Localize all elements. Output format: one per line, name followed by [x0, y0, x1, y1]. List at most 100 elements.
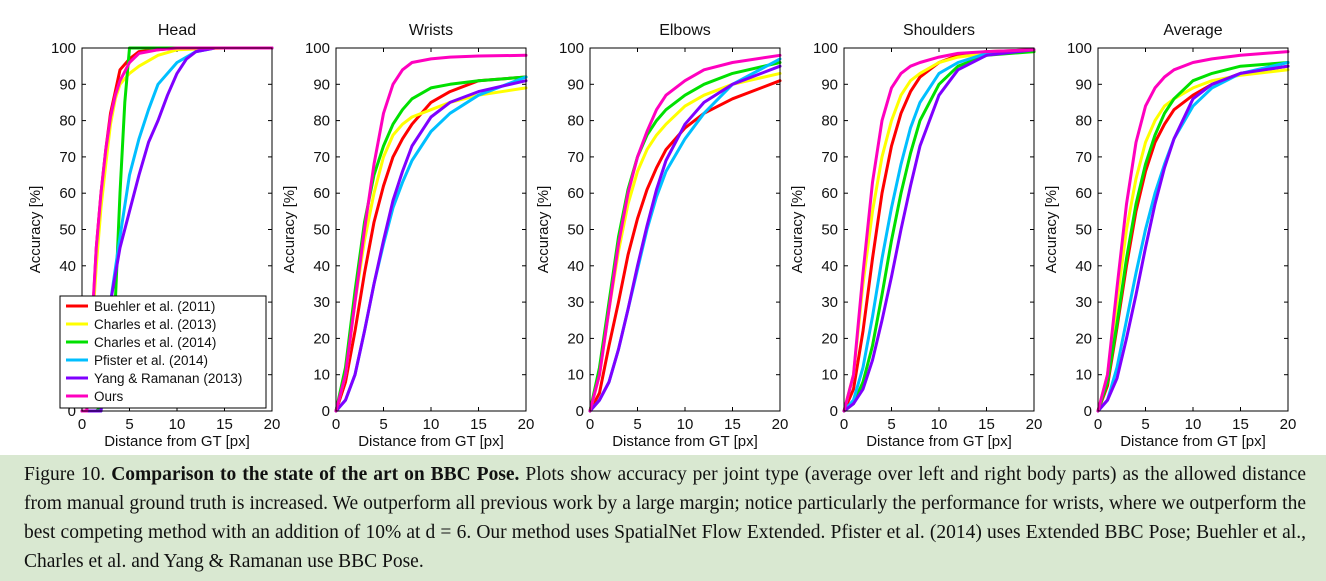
y-tick-label: 0: [1084, 403, 1092, 420]
y-tick-label: 10: [313, 367, 330, 384]
legend-label: Buehler et al. (2011): [94, 299, 215, 314]
series-line-4: [842, 48, 1036, 413]
x-tick-label: 15: [724, 416, 741, 433]
y-tick-label: 90: [821, 76, 838, 93]
plot-frame: [589, 47, 781, 412]
y-tick-label: 0: [830, 403, 838, 420]
caption-body: Plots show accuracy per joint type (aver…: [24, 464, 1306, 572]
series-line-5: [588, 64, 782, 413]
series-line-5: [1096, 64, 1290, 413]
x-tick-label: 5: [125, 416, 133, 433]
y-tick-label: 100: [813, 40, 838, 57]
x-tick-label: 0: [840, 416, 848, 433]
y-tick-label: 0: [68, 403, 76, 420]
y-tick-label: 20: [821, 330, 838, 347]
series-line-6: [334, 53, 528, 413]
y-tick-label: 40: [821, 258, 838, 275]
plot-frame: [81, 47, 273, 412]
chart-title: Average: [1163, 22, 1222, 39]
x-tick-label: 0: [1094, 416, 1102, 433]
legend-label: Yang & Ramanan (2013): [94, 371, 242, 386]
y-tick-label: 10: [567, 367, 584, 384]
series-line-6: [1096, 50, 1290, 413]
x-tick-label: 20: [772, 416, 789, 433]
legend-label: Charles et al. (2014): [94, 335, 216, 350]
x-tick-label: 20: [1026, 416, 1043, 433]
legend-label: Pfister et al. (2014): [94, 353, 208, 368]
y-tick-label: 30: [1075, 294, 1092, 311]
y-tick-label: 10: [1075, 367, 1092, 384]
y-tick-label: 70: [313, 149, 330, 166]
x-tick-label: 0: [332, 416, 340, 433]
x-tick-label: 10: [931, 416, 948, 433]
caption-bold: Comparison to the state of the art on BB…: [111, 464, 520, 485]
y-tick-label: 0: [576, 403, 584, 420]
y-tick-label: 20: [313, 330, 330, 347]
x-tick-label: 15: [216, 416, 233, 433]
y-tick-label: 60: [59, 185, 76, 202]
chart-title: Head: [158, 22, 196, 39]
chart-title: Shoulders: [903, 22, 975, 39]
x-axis-label: Distance from GT [px]: [866, 433, 1012, 450]
y-tick-label: 80: [59, 113, 76, 130]
legend-label: Ours: [94, 389, 124, 404]
y-tick-label: 50: [567, 222, 584, 239]
x-tick-label: 5: [379, 416, 387, 433]
y-tick-label: 80: [567, 113, 584, 130]
x-tick-label: 15: [1232, 416, 1249, 433]
series-line-2: [1096, 68, 1290, 413]
y-tick-label: 100: [559, 40, 584, 57]
x-tick-label: 5: [887, 416, 895, 433]
charts-svg: Head010203040506070809010005101520Distan…: [27, 22, 1296, 450]
x-axis-label: Distance from GT [px]: [358, 433, 504, 450]
x-tick-label: 5: [1141, 416, 1149, 433]
y-axis-label: Accuracy [%]: [789, 186, 806, 274]
y-axis-label: Accuracy [%]: [535, 186, 552, 274]
series-line-1: [334, 75, 528, 413]
x-tick-label: 10: [423, 416, 440, 433]
x-tick-label: 5: [633, 416, 641, 433]
plot-frame: [335, 47, 527, 412]
x-tick-label: 0: [586, 416, 594, 433]
x-tick-label: 15: [978, 416, 995, 433]
legend: Buehler et al. (2011) Charles et al. (201…: [59, 295, 267, 409]
figure-caption: Figure 10. Comparison to the state of th…: [24, 460, 1306, 576]
y-tick-label: 80: [821, 113, 838, 130]
y-tick-label: 70: [567, 149, 584, 166]
series-line-3: [842, 50, 1036, 413]
y-tick-label: 30: [313, 294, 330, 311]
figure-panel: Head010203040506070809010005101520Distan…: [0, 0, 1326, 455]
y-tick-label: 100: [51, 40, 76, 57]
chart-shoulders: Shoulders 0 10 20 30 40 50 60 70 80 90 100 0 5 10 15 20 D…: [789, 22, 1042, 450]
y-tick-label: 40: [567, 258, 584, 275]
plot-frame: [843, 47, 1035, 412]
series-line-6: [588, 53, 782, 413]
x-axis-label: Distance from GT [px]: [1120, 433, 1266, 450]
y-tick-label: 10: [821, 367, 838, 384]
chart-head: Head010203040506070809010005101520Distan…: [27, 22, 280, 450]
y-tick-label: 50: [313, 222, 330, 239]
chart-wrists: Wrists 0 10 20 30 40 50 60 70 80 90 100 0 5 10 15 20 Dist…: [281, 22, 534, 450]
series-line-6: [842, 48, 1036, 413]
y-tick-label: 0: [322, 403, 330, 420]
y-tick-label: 90: [1075, 76, 1092, 93]
chart-title: Elbows: [659, 22, 711, 39]
y-axis-label: Accuracy [%]: [281, 186, 298, 274]
y-tick-label: 30: [567, 294, 584, 311]
y-tick-label: 20: [1075, 330, 1092, 347]
y-tick-label: 60: [1075, 185, 1092, 202]
x-tick-label: 10: [1185, 416, 1202, 433]
series-line-5: [842, 48, 1036, 413]
chart-average: Average 0 10 20 30 40 50 60 70 80 90 100 0 5 10 15 20 Dis…: [1043, 22, 1296, 450]
series-line-3: [1096, 61, 1290, 413]
caption-prefix: Figure 10.: [24, 464, 112, 485]
x-tick-label: 20: [1280, 416, 1297, 433]
y-tick-label: 70: [821, 149, 838, 166]
y-tick-label: 60: [313, 185, 330, 202]
y-tick-label: 100: [1067, 40, 1092, 57]
y-tick-label: 90: [59, 76, 76, 93]
x-axis-label: Distance from GT [px]: [104, 433, 250, 450]
series-line-5: [334, 79, 528, 413]
y-tick-label: 50: [821, 222, 838, 239]
y-tick-label: 90: [313, 76, 330, 93]
